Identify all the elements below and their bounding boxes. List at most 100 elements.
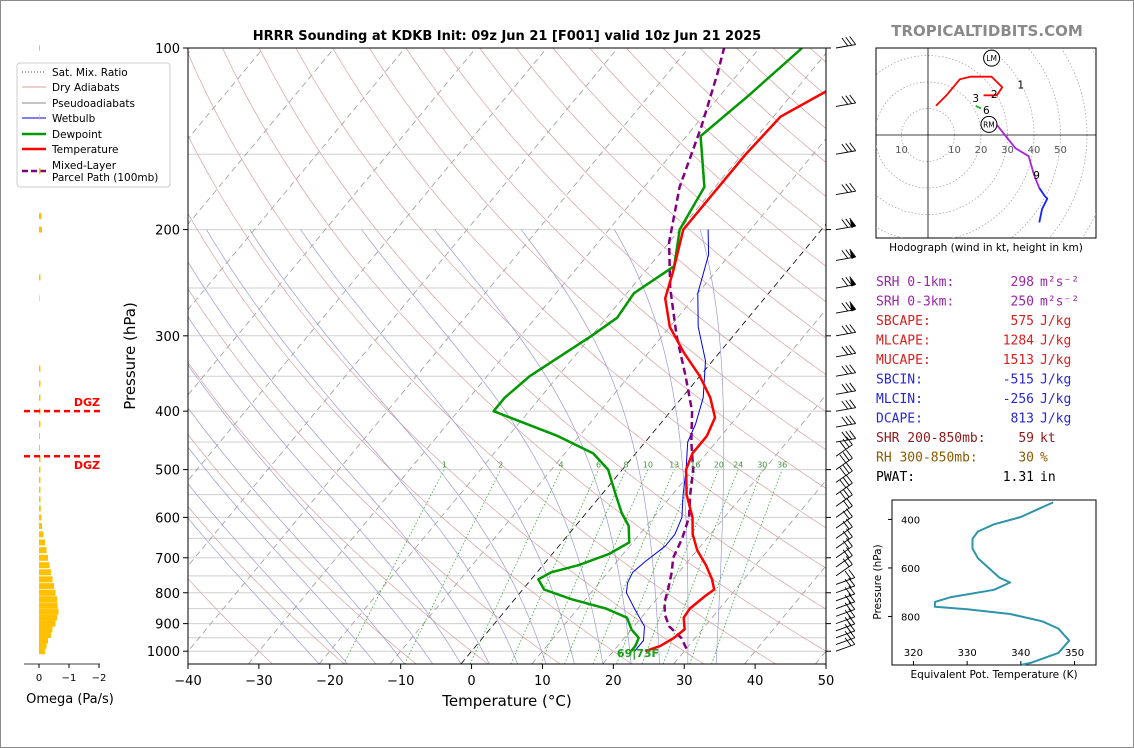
wind-barb-feather [841,96,849,105]
stat-value: 250 [1011,295,1034,310]
wind-barb-feather [849,382,857,392]
mixing-ratio-line [662,469,739,664]
wind-barb-feather [845,249,853,258]
wind-barb-staff [835,494,853,507]
omega-bar [39,168,41,175]
hodograph-height-label: 1 [1017,80,1024,92]
wind-barb-staff [835,601,855,610]
x-tick-label: −40 [174,674,201,689]
y-tick-label: 200 [155,224,180,239]
dgz-label: DGZ [74,459,100,472]
omega-bar [39,466,41,473]
theta-e-x-tick-label: 330 [958,648,977,659]
wind-barb-feather [849,248,857,258]
x-tick-label: 20 [605,674,622,689]
wind-barb-feather [849,276,857,285]
omega-bar [39,444,40,451]
stat-unit: J/kg [1040,334,1071,349]
x-tick-label: 50 [818,674,835,689]
dry-adiabat-line [515,48,826,339]
wind-barb-staff [835,585,855,594]
hodograph-segment [1038,187,1049,223]
theta-e-x-label: Equivalent Pot. Temperature (K) [910,669,1077,681]
y-tick-label: 900 [155,618,180,633]
hodograph-ring-label: 10 [948,145,961,156]
wind-barb-feather [845,416,853,425]
wind-barb-staff [835,593,855,602]
dry-adiabat-line [188,134,704,664]
wind-barb-feather [849,301,857,310]
wind-barb-staff [835,630,855,639]
wind-barb-feather [844,637,852,647]
theta-e-y-tick-label: 800 [901,612,920,623]
wind-barb-staff [835,44,856,49]
wind-barb-feather [841,277,849,287]
mixing-ratio-label: 24 [733,461,743,470]
hodograph-ring-label: 40 [1028,145,1041,156]
wind-barb-feather [841,365,849,375]
mixing-ratio-label: 10 [643,461,653,470]
wind-barb-feather [844,617,852,626]
wind-barb-feather [842,477,850,486]
wind-barb-feather [846,449,853,459]
y-tick-label: 300 [155,330,180,345]
wind-barb-staff [835,444,853,457]
wind-barb-feather [841,383,849,393]
wind-barb-feather [841,302,849,312]
wind-barb-staff [835,545,853,559]
omega-bar [39,569,51,576]
mixing-ratio-label: 13 [669,461,679,470]
dry-adiabat-line [295,48,826,569]
moist-adiabat-line [614,229,689,664]
x-tick-label: 30 [676,674,693,689]
moist-adiabat-line [188,483,348,664]
wetbulb-profile [625,229,710,652]
wind-barb-feather [845,400,853,409]
wind-barb-flag [849,249,856,259]
wind-barb-feather [849,94,857,104]
mixing-ratio-line [343,469,445,664]
moist-adiabat-line [300,229,575,664]
surface-temp-label: 69|73F [617,647,659,660]
wind-barb-feather [849,415,857,424]
x-tick-label: −10 [387,674,414,689]
mixing-ratio-line [616,469,696,664]
wind-barb-staff [835,457,853,471]
isotherm-line [247,48,760,664]
wind-barb-staff [835,616,855,625]
mixing-ratio-line [564,469,649,664]
isotherm-line [188,48,619,567]
dry-adiabat-line [222,48,826,652]
stat-label: RH 300-850mb: [876,451,978,466]
chart-title: HRRR Sounding at KDKB Init: 09z Jun 21 [… [253,29,761,44]
wind-barb-staff [835,331,856,337]
stat-unit: J/kg [1040,412,1071,427]
wind-barb-feather [841,416,849,426]
stat-label: SBCIN: [876,373,923,388]
wind-barb-staff [835,623,855,632]
wind-barb-staff [835,577,855,585]
omega-bar [39,514,42,521]
wind-barb-feather [841,219,849,228]
storm-motion-label: LM [986,54,997,63]
stat-value: -515 [1003,373,1034,388]
mixing-ratio-line [689,469,763,664]
wind-barb-feather [844,570,852,580]
legend-parcel-line2: Parcel Path (100mb) [52,172,158,184]
x-axis-label: Temperature (°C) [441,692,571,710]
omega-bar [39,583,54,590]
stat-unit: kt [1040,431,1056,446]
wind-barb-staff [835,372,856,377]
mixing-ratio-label: 20 [714,461,724,470]
wind-barb-feather [842,558,850,567]
x-tick-label: −20 [316,674,343,689]
wind-barb-staff [835,190,856,196]
skewt-legend: Sat. Mix. Ratio Dry Adiabats Pseudoadiab… [16,62,171,188]
isotherm-line [673,479,826,664]
theta-e-plot: 320 330 340 350 400 600 800 [888,501,1084,666]
wind-barb-feather [844,624,852,633]
stat-label: MUCAPE: [876,353,931,368]
moist-adiabat-line [699,229,725,664]
